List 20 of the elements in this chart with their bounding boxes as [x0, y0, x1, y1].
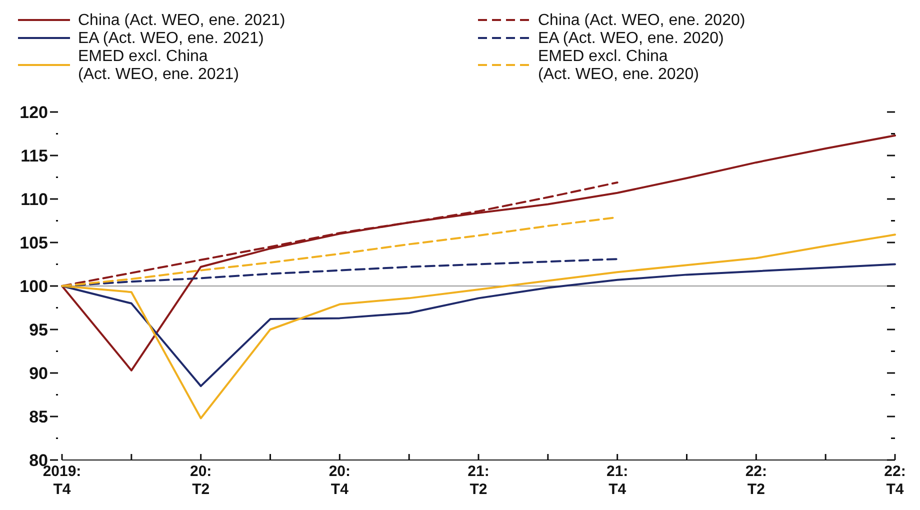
y-tick-label: 120 [20, 102, 48, 122]
legend-label: EA (Act. WEO, ene. 2020) [538, 30, 724, 47]
x-tick-label: 21: T4 [606, 463, 628, 498]
x-tick-label: 22: T4 [884, 463, 906, 498]
x-tick-label: 21: T2 [468, 463, 490, 498]
legend-label: EMED excl. China (Act. WEO, ene. 2021) [78, 48, 239, 83]
x-tick-label: 20: T4 [328, 463, 351, 498]
y-tick-label: 85 [29, 407, 48, 426]
legend-label: China (Act. WEO, ene. 2021) [78, 12, 286, 29]
y-tick-label: 100 [20, 276, 48, 296]
legend-label: China (Act. WEO, ene. 2020) [538, 12, 746, 29]
y-tick-label: 105 [20, 233, 48, 252]
x-tick-label: 20: T2 [190, 463, 212, 498]
legend-label: EA (Act. WEO, ene. 2021) [78, 30, 264, 47]
y-tick-label: 110 [20, 190, 48, 209]
y-tick-label: 115 [20, 146, 48, 166]
y-tick-label: 95 [29, 320, 48, 340]
y-tick-label: 90 [29, 364, 48, 383]
x-tick-label: 22: T2 [745, 463, 768, 498]
legend-label: EMED excl. China (Act. WEO, ene. 2020) [538, 48, 699, 83]
